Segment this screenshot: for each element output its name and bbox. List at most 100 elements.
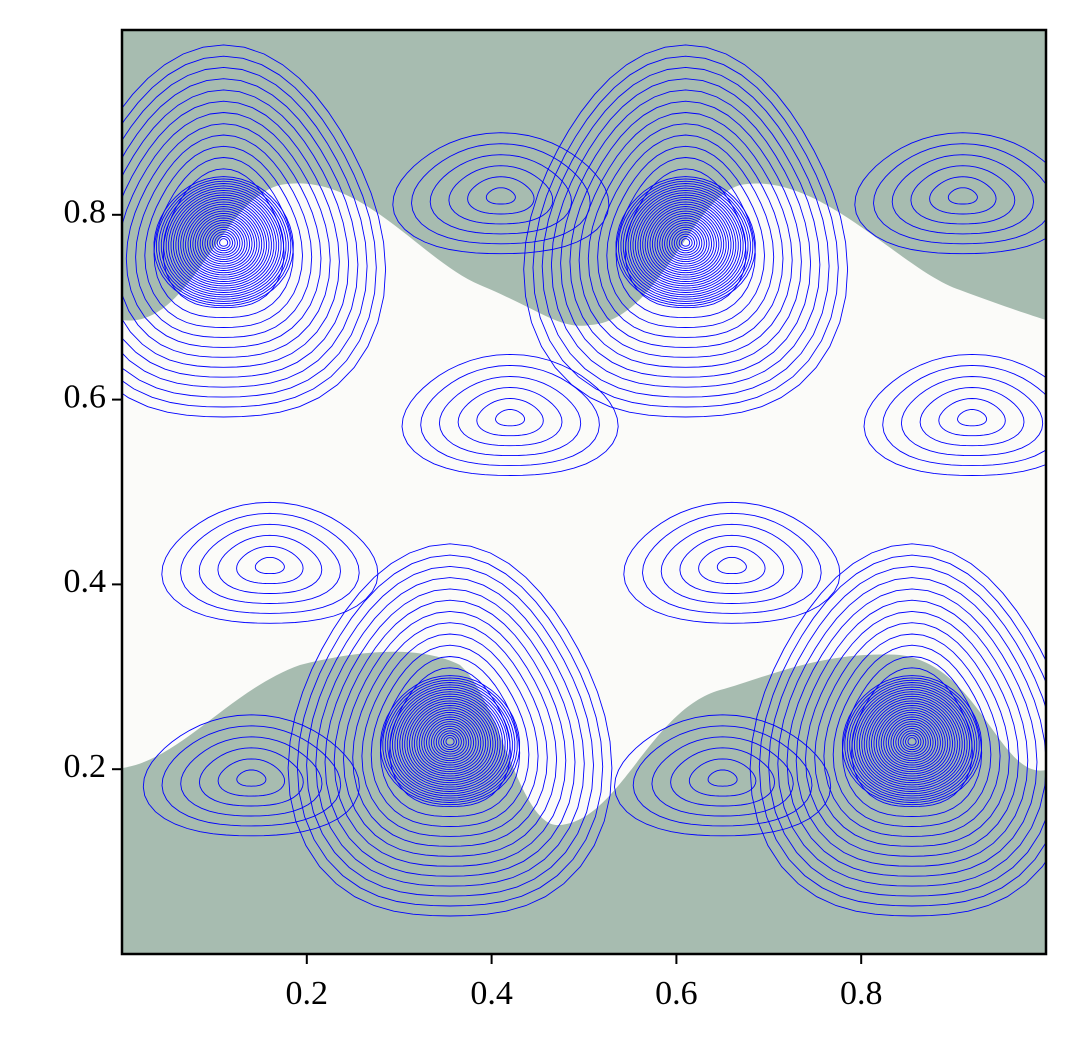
contour-line	[122, 100, 340, 368]
contour-line	[192, 212, 255, 271]
contour-line	[587, 123, 784, 348]
contour-line	[392, 132, 610, 255]
contour-line	[666, 224, 705, 260]
contour-line	[198, 747, 304, 807]
contour-line	[861, 693, 963, 788]
contour-line	[644, 203, 727, 280]
contour-line	[352, 622, 548, 847]
contour-line	[448, 165, 554, 225]
contour-line	[688, 758, 757, 797]
contour-line	[873, 705, 951, 777]
contour-line	[153, 157, 294, 319]
contour-line	[786, 588, 1038, 877]
contour-line	[165, 187, 282, 296]
contour-line	[854, 686, 970, 795]
contour-line	[170, 192, 277, 291]
contour-line	[615, 176, 756, 307]
contour-line	[161, 501, 379, 624]
plot-area	[122, 30, 1046, 954]
contour-line	[315, 577, 585, 887]
contour-line	[411, 705, 489, 777]
contour-line	[649, 208, 722, 276]
contour-line	[236, 545, 304, 585]
contour-line	[947, 187, 978, 205]
contour-line	[142, 714, 360, 837]
contour-line	[615, 157, 756, 319]
contour-line	[902, 732, 922, 751]
contour-line	[428, 721, 472, 762]
contour-line	[420, 364, 600, 467]
contour-line	[202, 222, 246, 263]
contour-line	[873, 143, 1046, 245]
contour-line	[814, 622, 1010, 847]
contour-line	[384, 679, 516, 801]
contour-line	[851, 667, 973, 808]
contour-line	[180, 512, 360, 614]
contour-line	[900, 730, 924, 753]
contour-line	[401, 353, 619, 476]
contour-line	[647, 206, 725, 278]
contour-line	[370, 644, 530, 827]
contour-line	[396, 691, 504, 790]
contour-line	[749, 543, 1046, 917]
contour-line	[560, 89, 812, 378]
contour-line	[670, 747, 776, 807]
contour-line	[637, 196, 734, 287]
contour-line	[423, 716, 477, 766]
contour-line	[905, 734, 919, 748]
contour-line	[185, 206, 263, 278]
contour-line	[198, 523, 341, 604]
x-tick-label: 0.8	[840, 975, 883, 1012]
contour-line	[541, 66, 830, 398]
contour-line	[306, 565, 594, 897]
contour-line	[890, 721, 934, 762]
contour-line	[467, 176, 535, 215]
contour-line	[122, 78, 359, 388]
contour-line	[698, 545, 766, 585]
contour-line	[880, 711, 944, 770]
contour-line	[627, 187, 744, 296]
contour-line	[401, 695, 499, 786]
contour-line	[413, 707, 487, 775]
contour-line	[630, 189, 742, 293]
contour-line	[361, 633, 539, 837]
contour-line	[849, 682, 975, 799]
contour-line	[122, 89, 350, 378]
plot-frame	[120, 28, 1048, 956]
contour-line	[254, 556, 285, 575]
contour-line	[382, 677, 518, 803]
contour-line	[443, 734, 457, 748]
contour-line	[206, 226, 241, 258]
contour-line	[394, 688, 506, 792]
contour-line	[620, 180, 751, 302]
contour-line	[122, 44, 387, 418]
contour-line	[160, 183, 287, 300]
y-tick-label: 0.2	[64, 748, 107, 785]
contour-line	[707, 769, 738, 787]
contour-line	[866, 698, 958, 784]
contour-line	[194, 215, 253, 269]
contour-line	[416, 709, 484, 773]
contour-line	[122, 66, 368, 398]
contour-line	[219, 238, 229, 247]
contour-line	[411, 143, 591, 245]
contour-line	[907, 737, 917, 746]
contour-line	[421, 714, 479, 768]
contour-line	[623, 501, 841, 624]
contour-line	[841, 675, 983, 806]
contour-line	[679, 534, 785, 594]
contour-line	[673, 231, 698, 254]
contour-line	[597, 134, 775, 338]
contour-line	[122, 112, 331, 358]
contour-line	[841, 656, 983, 817]
contour-line	[177, 199, 270, 285]
contour-line	[606, 145, 765, 328]
contour-line	[832, 644, 992, 827]
y-tick-label: 0.8	[64, 194, 107, 231]
contour-line	[676, 233, 695, 252]
x-tick-label: 0.2	[286, 975, 329, 1012]
contour-line	[175, 196, 272, 287]
contour-line	[418, 711, 482, 770]
contour-line	[209, 229, 238, 256]
